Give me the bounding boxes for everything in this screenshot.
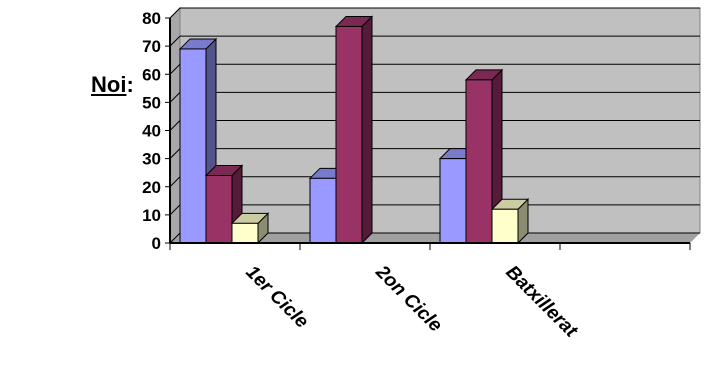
- y-tick-label: 70: [142, 37, 161, 56]
- plot-floor: [170, 233, 700, 243]
- y-tick-label: 60: [142, 65, 161, 84]
- bar: [179, 48, 207, 244]
- side-label-text: Noi: [91, 72, 127, 97]
- bar: [309, 177, 337, 244]
- y-tick-label: 20: [142, 178, 161, 197]
- x-tick-label: 1er Cicle: [241, 262, 312, 333]
- axes-group: [165, 17, 691, 250]
- bar: [465, 79, 493, 244]
- bar-side: [361, 15, 373, 245]
- y-tick-label: 30: [142, 150, 161, 169]
- bar-group: [178, 15, 530, 245]
- bar: [231, 222, 259, 244]
- bar: [491, 208, 519, 244]
- side-label: Noi:: [91, 72, 134, 98]
- y-tick-label: 40: [142, 122, 161, 141]
- x-tick-label: 2on Cicle: [371, 261, 447, 337]
- y-tick-label: 0: [152, 234, 161, 253]
- side-label-colon: :: [126, 72, 134, 97]
- bar: [335, 25, 363, 244]
- bar: [439, 158, 467, 244]
- gridline: [169, 35, 700, 47]
- y-tick-label: 10: [142, 206, 161, 225]
- y-tick-label: 80: [142, 9, 161, 28]
- x-tick-label-group: 1er Cicle 2on Cicle Batxillerat: [241, 261, 581, 342]
- gridline: [169, 7, 700, 19]
- x-tick-label: Batxillerat: [501, 262, 581, 342]
- plot-background-group: [169, 6, 701, 245]
- y-tick-label-group: 0 10 20 30 40 50 60 70 80: [142, 9, 161, 253]
- y-tick-label: 50: [142, 93, 161, 112]
- bar: [205, 175, 233, 244]
